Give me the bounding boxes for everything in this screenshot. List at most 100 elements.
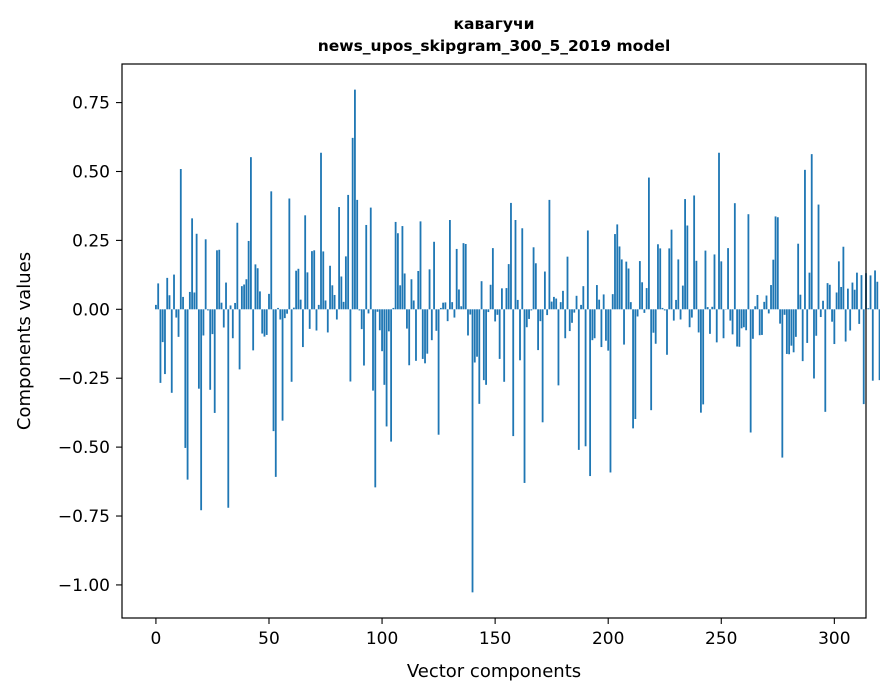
bar-component-274 [774, 216, 777, 310]
bar-component-222 [657, 244, 659, 310]
bar-component-170 [539, 309, 542, 322]
bar-component-266 [756, 294, 759, 310]
y-tick-label: −1.00 [58, 576, 110, 596]
bar-component-317 [871, 309, 874, 381]
bar-component-47 [261, 309, 264, 334]
bar-component-86 [349, 309, 352, 382]
bar-component-111 [406, 309, 408, 329]
x-axis-label: Vector components [407, 661, 581, 682]
bar-component-123 [433, 241, 435, 310]
bar-component-141 [473, 309, 476, 363]
bar-component-254 [729, 309, 732, 321]
bar-component-118 [421, 309, 424, 359]
bar-component-22 [204, 239, 207, 310]
bar-component-258 [738, 309, 741, 347]
bar-component-275 [776, 217, 779, 310]
bar-component-297 [826, 283, 829, 310]
bar-component-316 [869, 275, 872, 310]
plot-frame [121, 63, 867, 619]
bar-component-206 [620, 259, 623, 310]
bar-component-128 [444, 302, 447, 310]
bar-component-44 [254, 264, 257, 310]
bar-component-138 [467, 309, 469, 336]
bar-component-226 [666, 309, 668, 355]
bar-component-256 [733, 203, 736, 310]
bar-component-291 [813, 309, 815, 379]
x-tick-label: 200 [592, 629, 624, 649]
bar-component-257 [736, 309, 739, 347]
bar-component-273 [772, 259, 775, 310]
bar-component-89 [356, 199, 359, 310]
bar-component-295 [822, 300, 824, 310]
bar-component-117 [419, 221, 422, 310]
bar-component-175 [550, 301, 553, 310]
bar-component-20 [200, 309, 203, 511]
bar-component-224 [661, 307, 664, 310]
bar-component-127 [442, 302, 445, 310]
bar-component-238 [693, 195, 696, 310]
bar-component-305 [844, 309, 847, 342]
bar-component-166 [530, 309, 533, 311]
bar-component-119 [424, 309, 426, 364]
bar-component-290 [810, 154, 813, 310]
bar-component-65 [302, 309, 304, 348]
bar-component-143 [478, 309, 481, 404]
bar-component-246 [711, 306, 714, 310]
bar-component-144 [480, 281, 483, 310]
bar-component-169 [537, 309, 539, 351]
bar-component-11 [179, 169, 182, 310]
bar-component-255 [731, 309, 734, 335]
bar-component-240 [697, 309, 700, 333]
bar-component-221 [654, 309, 657, 344]
bar-component-268 [761, 309, 763, 335]
bar-component-12 [182, 296, 184, 310]
bar-component-96 [372, 309, 374, 391]
bar-component-69 [311, 251, 313, 310]
bar-component-180 [562, 290, 564, 310]
bar-component-7 [170, 309, 173, 393]
bar-component-197 [600, 309, 603, 348]
bar-component-163 [523, 309, 526, 483]
bar-component-63 [297, 268, 300, 310]
bar-component-307 [849, 309, 852, 331]
x-axis: 0 50 100 150 200 250 300 [151, 618, 851, 649]
bar-component-120 [426, 309, 429, 354]
bar-component-147 [487, 309, 490, 313]
bar-component-158 [512, 309, 515, 437]
bar-component-142 [476, 309, 478, 357]
bar-component-232 [679, 309, 682, 320]
x-tick-label: 50 [258, 629, 280, 649]
bar-component-14 [186, 309, 189, 480]
bar-component-263 [749, 309, 752, 433]
bar-component-98 [376, 309, 379, 312]
bar-component-2 [159, 309, 162, 383]
bar-component-135 [460, 306, 463, 310]
bar-component-159 [514, 220, 517, 310]
bar-component-64 [299, 299, 302, 310]
bar-component-8 [173, 274, 175, 310]
bar-component-40 [245, 279, 248, 310]
bar-component-103 [387, 309, 390, 332]
bar-component-53 [274, 309, 277, 477]
bar-component-300 [833, 309, 836, 345]
bar-component-151 [496, 309, 499, 315]
bar-component-79 [333, 294, 336, 310]
bar-component-61 [292, 307, 295, 310]
bar-component-304 [842, 246, 845, 310]
bar-component-230 [675, 299, 677, 310]
bar-component-200 [607, 309, 610, 351]
bar-component-199 [605, 309, 607, 341]
bar-component-287 [804, 169, 806, 310]
bar-component-244 [706, 307, 709, 310]
x-tick-label: 300 [818, 629, 850, 649]
bar-component-216 [643, 309, 646, 313]
bar-component-157 [510, 202, 512, 310]
bar-component-75 [324, 300, 327, 310]
bar-component-51 [270, 191, 273, 310]
y-tick-label: −0.75 [58, 507, 110, 527]
bar-component-289 [808, 272, 811, 310]
bar-component-84 [344, 256, 347, 310]
bar-component-38 [240, 286, 243, 310]
bar-component-227 [668, 248, 671, 310]
bar-component-150 [494, 309, 497, 322]
